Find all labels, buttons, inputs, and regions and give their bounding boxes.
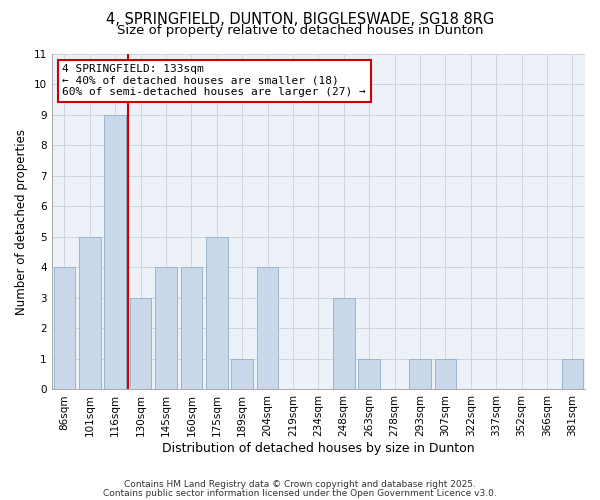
Text: Contains public sector information licensed under the Open Government Licence v3: Contains public sector information licen… — [103, 488, 497, 498]
Bar — [434, 359, 456, 390]
Bar — [104, 115, 126, 390]
Bar — [130, 298, 151, 390]
Y-axis label: Number of detached properties: Number of detached properties — [15, 128, 28, 314]
Bar — [358, 359, 380, 390]
Text: Contains HM Land Registry data © Crown copyright and database right 2025.: Contains HM Land Registry data © Crown c… — [124, 480, 476, 489]
Bar — [257, 268, 278, 390]
Bar — [333, 298, 355, 390]
X-axis label: Distribution of detached houses by size in Dunton: Distribution of detached houses by size … — [162, 442, 475, 455]
Text: 4, SPRINGFIELD, DUNTON, BIGGLESWADE, SG18 8RG: 4, SPRINGFIELD, DUNTON, BIGGLESWADE, SG1… — [106, 12, 494, 28]
Bar — [181, 268, 202, 390]
Text: Size of property relative to detached houses in Dunton: Size of property relative to detached ho… — [117, 24, 483, 37]
Bar — [206, 237, 227, 390]
Bar — [562, 359, 583, 390]
Bar — [155, 268, 177, 390]
Bar — [232, 359, 253, 390]
Text: 4 SPRINGFIELD: 133sqm
← 40% of detached houses are smaller (18)
60% of semi-deta: 4 SPRINGFIELD: 133sqm ← 40% of detached … — [62, 64, 366, 98]
Bar — [79, 237, 101, 390]
Bar — [53, 268, 75, 390]
Bar — [409, 359, 431, 390]
